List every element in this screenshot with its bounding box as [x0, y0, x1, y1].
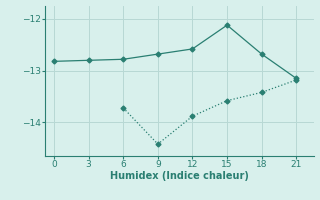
X-axis label: Humidex (Indice chaleur): Humidex (Indice chaleur)	[110, 171, 249, 181]
